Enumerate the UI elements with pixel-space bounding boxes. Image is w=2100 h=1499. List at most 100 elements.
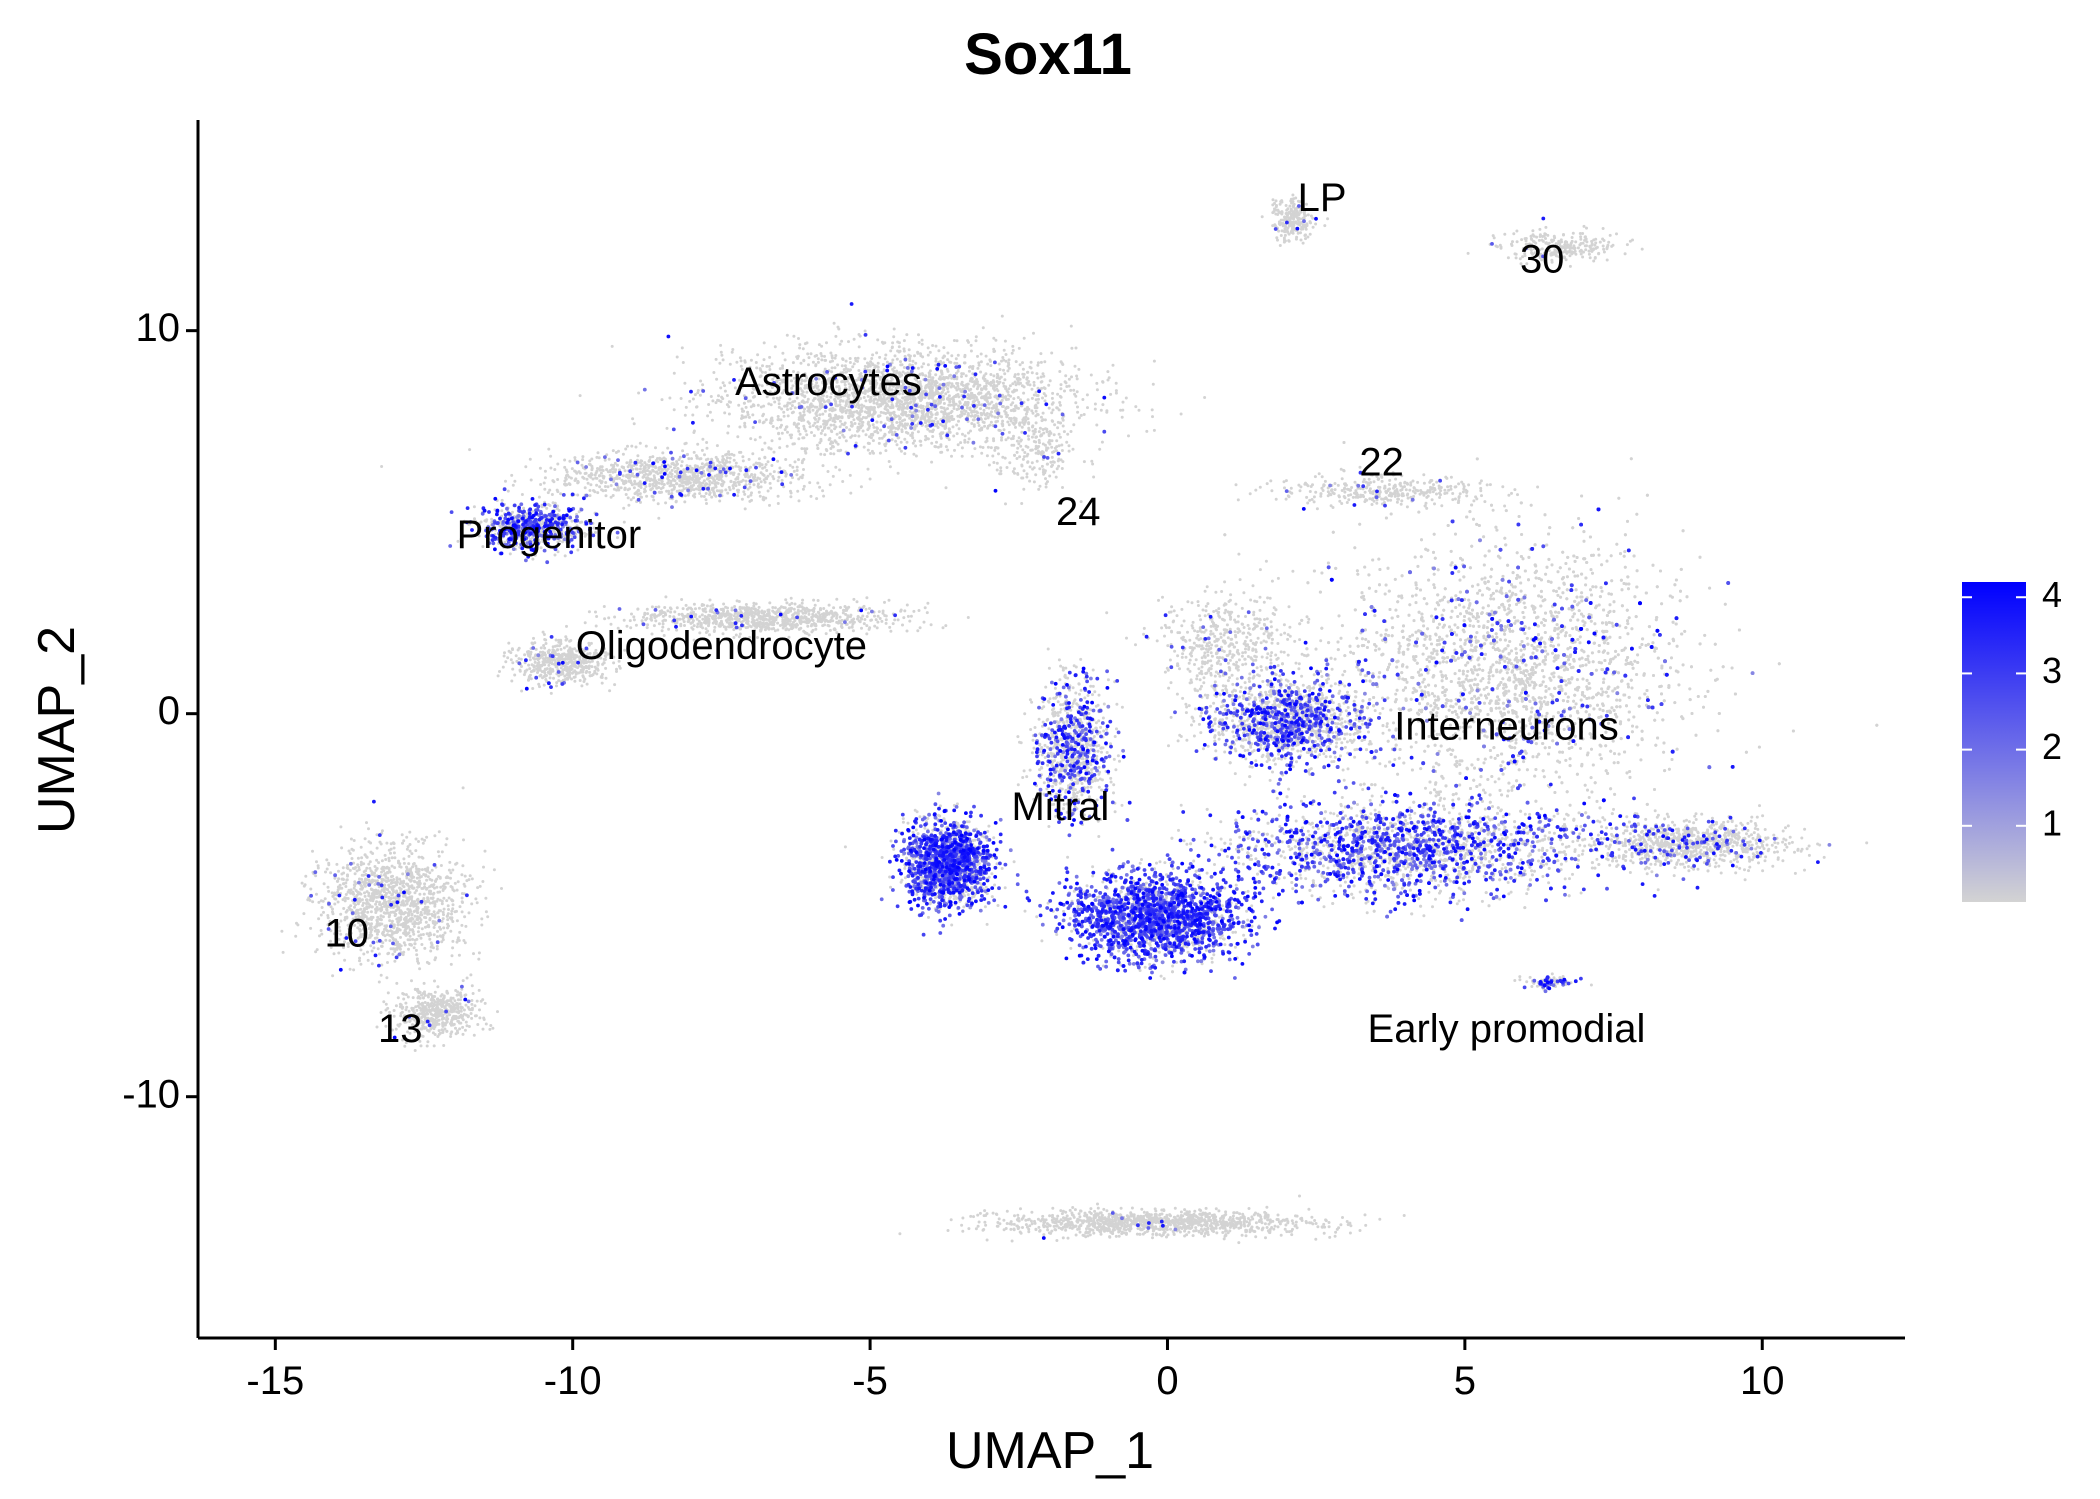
cell-point <box>707 403 711 406</box>
cell-point <box>652 498 656 502</box>
cell-point <box>598 479 602 483</box>
cell-point <box>905 440 909 444</box>
cell-point <box>880 371 884 375</box>
cell-point <box>1036 363 1040 367</box>
cell-point <box>982 411 986 415</box>
cell-point <box>819 437 823 441</box>
cell-point <box>630 464 634 468</box>
cell-point <box>768 390 772 394</box>
cell-point <box>872 425 876 429</box>
cell-point <box>658 466 661 470</box>
cell-point <box>862 445 866 449</box>
cell-point <box>675 470 679 474</box>
cell-point <box>723 384 726 388</box>
cell-point <box>942 361 945 365</box>
cell-point <box>528 658 532 662</box>
cell-point <box>829 416 833 420</box>
cell-point <box>504 479 507 483</box>
cell-point <box>762 473 766 477</box>
cell-point <box>1028 383 1032 387</box>
cell-point <box>818 413 822 417</box>
cell-point <box>555 644 559 648</box>
cell-point <box>670 492 674 495</box>
cell-point <box>627 473 631 477</box>
cell-point <box>558 656 562 660</box>
cell-point <box>929 394 933 398</box>
cell-point <box>982 408 986 412</box>
cell-point <box>850 424 854 428</box>
cell-point <box>1036 361 1040 365</box>
cell-point <box>926 353 930 357</box>
cell-point <box>784 471 788 475</box>
cell-point <box>582 476 586 480</box>
cell-point <box>1024 415 1028 419</box>
cell-point <box>844 404 848 408</box>
cell-point <box>901 419 904 423</box>
cell-point <box>656 460 660 464</box>
cell-point <box>826 419 830 423</box>
cell-point <box>728 362 732 366</box>
cell-point <box>869 360 873 364</box>
cell-point <box>760 384 764 388</box>
cell-point <box>669 610 673 614</box>
cell-point <box>823 367 827 371</box>
cell-point <box>1032 331 1035 335</box>
cell-point <box>865 615 869 618</box>
cell-point <box>1014 383 1018 387</box>
cell-point <box>590 468 594 472</box>
cell-point <box>1002 368 1005 372</box>
cell-point <box>967 413 971 417</box>
cell-point <box>817 343 821 347</box>
cell-point <box>833 356 837 360</box>
cell-point <box>532 668 536 672</box>
cell-point <box>745 473 749 477</box>
cell-point <box>795 465 799 469</box>
cell-point <box>639 464 643 468</box>
cell-point <box>669 481 673 485</box>
cell-point <box>619 486 623 490</box>
cell-point <box>954 386 958 390</box>
cell-point <box>715 377 719 381</box>
cell-point <box>1095 423 1099 427</box>
cell-point <box>498 670 501 673</box>
cell-point <box>686 482 690 486</box>
cell-point <box>591 673 595 677</box>
cell-point <box>687 457 691 461</box>
cell-point <box>538 466 542 470</box>
cell-point <box>917 333 920 337</box>
cell-point <box>982 421 986 424</box>
cell-point <box>852 410 856 414</box>
cell-point <box>662 483 666 487</box>
cell-point <box>1106 370 1110 374</box>
cell-point <box>982 385 986 389</box>
cell-point <box>748 485 752 489</box>
cell-point <box>966 382 970 386</box>
cell-point <box>666 463 670 467</box>
cell-point <box>905 333 909 337</box>
cell-point <box>472 505 476 509</box>
cell-point <box>934 399 938 403</box>
cell-point <box>656 457 659 460</box>
cell-point <box>828 408 832 411</box>
cell-point <box>1006 420 1010 424</box>
cell-point <box>913 439 916 443</box>
cell-point <box>791 410 795 414</box>
cell-point <box>668 614 672 618</box>
cell-point <box>780 478 784 482</box>
cell-point <box>887 430 891 434</box>
cell-point <box>1076 410 1080 414</box>
cell-point <box>704 610 708 614</box>
cell-point <box>784 598 788 602</box>
cell-point <box>720 483 723 487</box>
cell-point <box>922 389 926 393</box>
chart-title: Sox11 <box>964 22 1132 87</box>
cell-point <box>903 437 907 441</box>
cell-point <box>920 338 924 342</box>
cell-point <box>624 493 628 496</box>
cell-point <box>953 403 956 406</box>
cell-point <box>791 442 795 446</box>
cell-point <box>1002 384 1006 388</box>
cell-point <box>501 665 505 669</box>
cell-point <box>871 353 875 357</box>
cell-point <box>884 442 888 446</box>
